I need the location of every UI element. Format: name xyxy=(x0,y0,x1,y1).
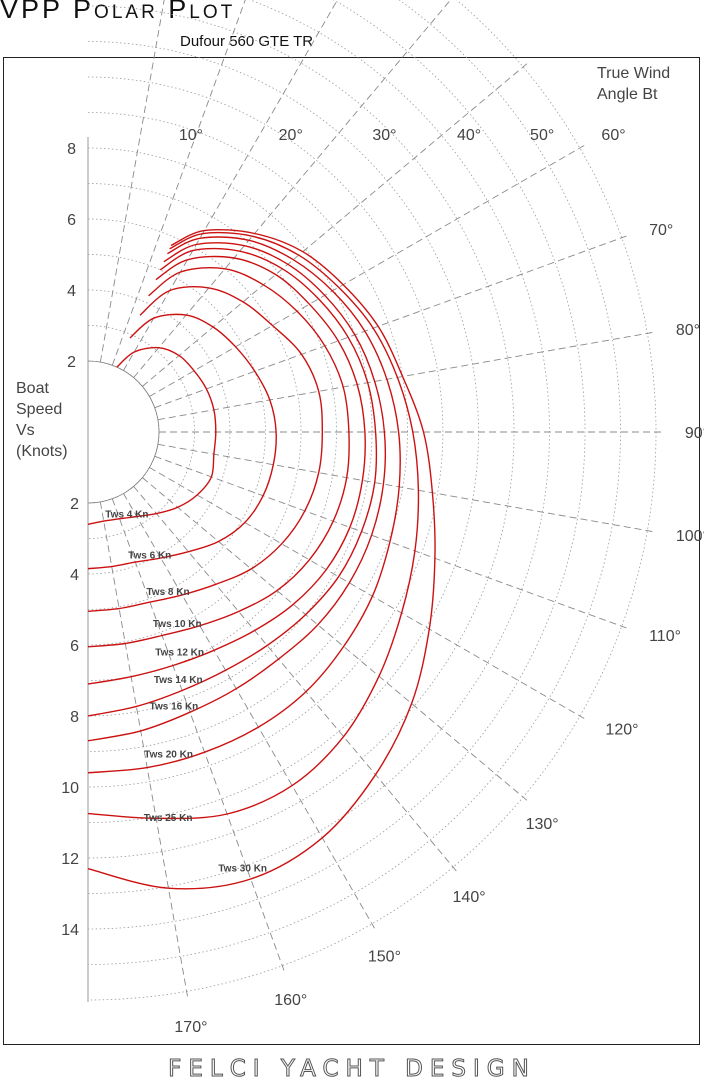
speed-axis-title: (Knots) xyxy=(16,443,68,460)
angle-ray-70 xyxy=(154,234,629,409)
speed-axis-title: Speed xyxy=(16,401,62,418)
angle-ray-60 xyxy=(149,144,587,397)
speed-axis-title: Boat xyxy=(16,380,49,397)
angle-tick-label: 140° xyxy=(453,889,486,906)
angle-tick-label: 10° xyxy=(179,127,203,144)
angle-rays-layer xyxy=(99,0,664,999)
speed-tick-label-upper: 2 xyxy=(67,354,76,371)
speed-tick-label-lower: 10 xyxy=(61,780,79,797)
inner-speed-circle xyxy=(87,360,160,504)
series-label: Tws 8 Kn xyxy=(146,587,189,598)
speed-tick-label-lower: 14 xyxy=(61,922,79,939)
speed-tick-label-lower: 2 xyxy=(70,496,79,513)
speed-grid-circle xyxy=(87,218,302,646)
series-label: Tws 30 Kn xyxy=(218,863,267,874)
angle-tick-label: 150° xyxy=(368,948,401,965)
angle-tick-label: 60° xyxy=(601,127,625,144)
angle-ray-140 xyxy=(133,486,459,873)
polar-curve xyxy=(87,346,217,525)
speed-tick-label-upper: 8 xyxy=(67,141,76,158)
speed-grid-circle xyxy=(87,183,337,681)
angle-tick-label: 130° xyxy=(526,816,559,833)
speed-axis-title: Vs xyxy=(16,422,35,439)
angle-ray-40 xyxy=(133,0,452,378)
angle-tick-label: 100° xyxy=(676,528,704,545)
series-label: Tws 25 Kn xyxy=(144,813,193,824)
polar-curve xyxy=(87,231,420,820)
series-label: Tws 20 Kn xyxy=(144,750,193,761)
series-label: Tws 16 Kn xyxy=(150,702,199,713)
angle-ray-150 xyxy=(123,493,376,931)
angle-ray-170 xyxy=(99,501,189,999)
angle-axis-title: True Wind xyxy=(597,65,670,82)
angle-tick-label: 70° xyxy=(649,222,673,239)
speed-grid-circle xyxy=(87,147,373,717)
angle-tick-label: 40° xyxy=(457,127,481,144)
speed-tick-label-lower: 4 xyxy=(70,567,79,584)
polar-curve xyxy=(87,313,277,570)
grid-layer xyxy=(87,0,657,1002)
chart-subtitle: Dufour 560 GTE TR xyxy=(180,33,314,50)
speed-tick-label-lower: 12 xyxy=(61,851,79,868)
angle-tick-label: 110° xyxy=(649,628,681,645)
angle-axis-title: Angle Bt xyxy=(597,86,658,103)
speed-tick-label-lower: 6 xyxy=(70,638,79,655)
polar-curve xyxy=(87,229,436,890)
speed-grid-circle xyxy=(87,76,444,788)
angle-tick-label: 20° xyxy=(279,127,303,144)
angle-tick-label: 160° xyxy=(274,992,307,1009)
angle-tick-label: 120° xyxy=(605,721,638,738)
chart-title: VPP Polar Plot xyxy=(0,0,236,24)
angle-ray-30 xyxy=(123,0,338,371)
polar-curve xyxy=(87,267,350,648)
angle-tick-label: 30° xyxy=(372,127,396,144)
speed-tick-label-lower: 8 xyxy=(70,709,79,726)
angle-ray-120 xyxy=(149,467,587,720)
labels-layer: 10° 20° 30° 40° 50° 60° 70° 80° 90° 100° 110° 120° 1… xyxy=(16,65,704,1036)
polar-curve xyxy=(87,247,378,717)
angle-ray-10 xyxy=(99,0,165,363)
series-label: Tws 14 Kn xyxy=(154,675,203,686)
speed-grid-circle xyxy=(87,0,621,965)
angle-ray-50 xyxy=(142,61,529,387)
speed-tick-label-upper: 6 xyxy=(67,212,76,229)
series-label: Tws 10 Kn xyxy=(153,619,202,630)
angle-ray-80 xyxy=(157,331,655,421)
plot-frame xyxy=(3,57,700,1045)
speed-grid-circle xyxy=(87,112,408,752)
polar-curve xyxy=(87,286,324,612)
series-label: Tws 6 Kn xyxy=(128,550,171,561)
angle-ray-160 xyxy=(111,498,286,973)
angle-ray-110 xyxy=(154,455,629,630)
footer-brand: FELCI YACHT DESIGN xyxy=(168,1056,536,1082)
angle-tick-label: 170° xyxy=(174,1019,207,1036)
polar-curve xyxy=(87,242,387,742)
polar-curve xyxy=(87,236,401,774)
angle-tick-label: 50° xyxy=(530,127,554,144)
speed-grid-circle xyxy=(87,0,586,930)
polar-curve xyxy=(87,255,366,685)
angle-tick-label: 90° xyxy=(685,425,704,442)
speed-grid-circle xyxy=(87,325,195,539)
series-label: Tws 4 Kn xyxy=(105,510,148,521)
angle-tick-label: 80° xyxy=(676,322,700,339)
speed-tick-label-upper: 4 xyxy=(67,283,76,300)
series-label: Tws 12 Kn xyxy=(155,648,204,659)
angle-ray-130 xyxy=(142,477,529,803)
angle-ray-20 xyxy=(111,0,246,366)
polar-curves-layer xyxy=(87,229,436,890)
angle-ray-100 xyxy=(157,443,655,533)
